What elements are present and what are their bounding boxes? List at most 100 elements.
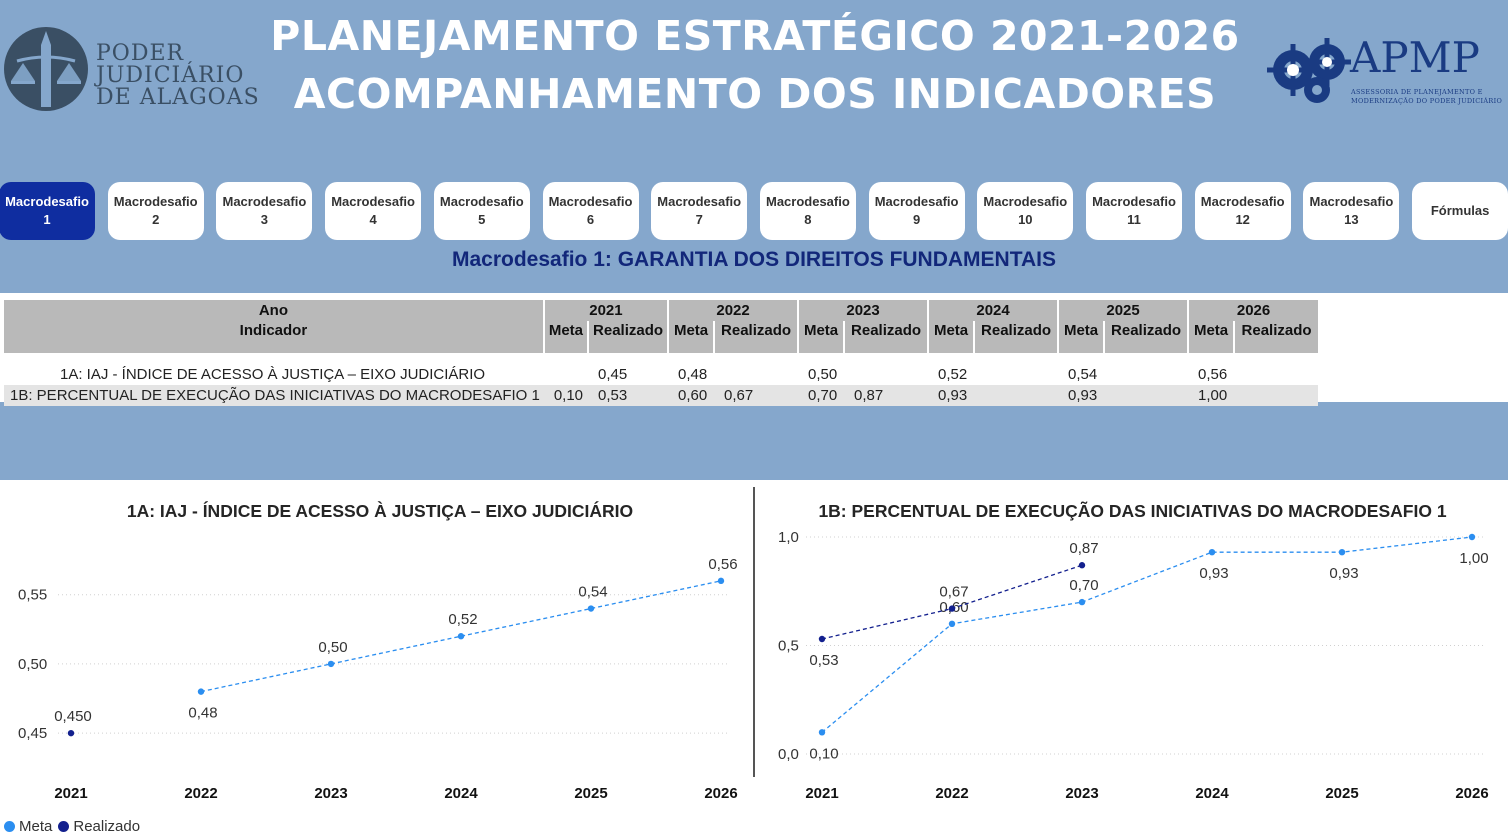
tab-number: 4 — [369, 212, 377, 227]
chart-legend: Meta Realizado — [4, 818, 140, 835]
data-label-meta: 0,52 — [448, 611, 477, 628]
realizado-header: Realizado — [713, 321, 799, 353]
logo-line-alagoas: DE ALAGOAS — [96, 85, 260, 110]
tab-macrodesafio-9[interactable]: Macrodesafio 9 — [868, 182, 965, 240]
tab-macrodesafio-2[interactable]: Macrodesafio 2 — [107, 182, 204, 240]
tab-number: 13 — [1344, 212, 1359, 227]
year-2024-header: 2024 — [927, 300, 1059, 321]
year-2023-header: 2023 — [797, 300, 929, 321]
realizado-cell-2023: 0,87 — [844, 385, 929, 406]
tab-label: Macrodesafio — [657, 194, 742, 209]
realizado-cell-2025 — [1104, 364, 1189, 385]
indicator-name: 1A: IAJ - ÍNDICE DE ACESSO À JUSTIÇA – E… — [4, 364, 544, 385]
tab-number: 6 — [586, 212, 595, 227]
tab-macrodesafio-1[interactable]: Macrodesafio 1 — [0, 182, 95, 240]
tab-label: Macrodesafio — [874, 194, 959, 209]
data-point-meta — [457, 633, 465, 640]
indicator-name: 1B: PERCENTUAL DE EXECUÇÃO DAS INICIATIV… — [4, 385, 544, 406]
realizado-cell-2025 — [1104, 385, 1189, 406]
year-2022-header: 2022 — [667, 300, 799, 321]
chart-divider — [753, 487, 755, 777]
tab-number: 3 — [260, 212, 268, 227]
x-tick-label: 2026 — [1455, 785, 1488, 802]
meta-cell-2021: 0,10 — [543, 385, 589, 406]
page-title-line2: ACOMPANHAMENTO DOS INDICADORES — [293, 70, 1217, 118]
tab-label: Macrodesafio — [1092, 194, 1176, 209]
table-sub-header-row: Indicador Meta Realizado Meta Realizado Meta… — [4, 321, 1319, 353]
y-tick-label: 0,55 — [18, 587, 47, 604]
realizado-header: Realizado — [973, 321, 1059, 353]
data-point-meta — [1338, 548, 1346, 556]
table-spacer — [4, 353, 1318, 364]
meta-cell-2022: 0,60 — [668, 385, 715, 406]
meta-header: Meta — [1187, 321, 1235, 353]
tab-label: Macrodesafio — [765, 194, 850, 209]
tab-label: Macrodesafio — [5, 194, 89, 209]
data-point-realizado — [818, 635, 826, 643]
data-label-meta: 0,54 — [578, 584, 607, 601]
data-label-meta: 0,93 — [1329, 565, 1358, 582]
indicator-header: Indicador — [4, 321, 544, 353]
tab-macrodesafio-8[interactable]: Macrodesafio 8 — [759, 182, 856, 240]
realizado-cell-2024 — [974, 364, 1059, 385]
data-label-realizado: 0,87 — [1069, 540, 1098, 557]
meta-cell-2023: 0,50 — [798, 364, 845, 385]
data-point-meta — [587, 605, 595, 612]
legend-realizado-label: Realizado — [73, 818, 141, 835]
meta-header: Meta — [1057, 321, 1105, 353]
data-label-realizado: 0,67 — [939, 584, 968, 601]
data-point-realizado — [67, 729, 75, 737]
data-point-realizado — [948, 605, 956, 612]
x-tick-label: 2023 — [1065, 785, 1098, 802]
x-tick-label: 2026 — [704, 785, 737, 802]
legend-meta-label: Meta — [19, 818, 53, 835]
realizado-header: Realizado — [587, 321, 669, 353]
chart1-title: 1A: IAJ - ÍNDICE DE ACESSO À JUSTIÇA – E… — [126, 501, 634, 521]
tab-macrodesafio-12[interactable]: Macrodesafio 12 — [1194, 182, 1291, 240]
x-tick-label: 2021 — [805, 785, 838, 802]
logo-line-judiciario: JUDICIÁRIO — [96, 63, 245, 88]
legend-meta-marker — [4, 821, 15, 832]
x-tick-label: 2025 — [574, 785, 607, 802]
page-title-line1: PLANEJAMENTO ESTRATÉGICO 2021-2026 — [270, 12, 1240, 60]
data-point-meta — [1468, 533, 1476, 541]
x-tick-label: 2023 — [314, 785, 347, 802]
y-tick-label: 0,50 — [18, 656, 47, 673]
indicators-table: Ano 2021 2022 2023 2024 2025 2026 Indica… — [4, 300, 1319, 406]
realizado-cell-2021: 0,53 — [588, 385, 669, 406]
tab-label: Macrodesafio — [548, 194, 633, 209]
tab-number: 5 — [478, 212, 486, 227]
year-header: Ano — [4, 300, 544, 321]
data-point-meta — [948, 620, 956, 627]
tab-macrodesafio-14[interactable]: Fórmulas — [1412, 182, 1508, 240]
data-point-meta — [197, 688, 205, 695]
meta-cell-2026: 0,56 — [1188, 364, 1235, 385]
data-label-meta: 1,00 — [1459, 550, 1488, 567]
meta-cell-2021 — [543, 364, 589, 385]
tab-macrodesafio-13[interactable]: Macrodesafio 13 — [1303, 182, 1400, 240]
realizado-cell-2022 — [714, 364, 799, 385]
data-point-meta — [818, 729, 826, 736]
realizado-cell-2023 — [844, 364, 929, 385]
tab-macrodesafio-6[interactable]: Macrodesafio 6 — [542, 182, 639, 240]
realizado-header: Realizado — [1233, 321, 1319, 353]
tab-label: Macrodesafio — [439, 194, 524, 209]
tab-macrodesafio-7[interactable]: Macrodesafio 7 — [651, 182, 748, 240]
poder-judiciario-logo: PODER JUDICIÁRIO DE ALAGOAS — [3, 25, 259, 115]
tab-macrodesafio-11[interactable]: Macrodesafio 11 — [1086, 182, 1182, 240]
tab-macrodesafio-10[interactable]: Macrodesafio 10 — [977, 182, 1074, 240]
meta-cell-2023: 0,70 — [798, 385, 845, 406]
tab-macrodesafio-3[interactable]: Macrodesafio 3 — [216, 182, 313, 240]
table-row: 1B: PERCENTUAL DE EXECUÇÃO DAS INICIATIV… — [4, 385, 1319, 406]
table-year-header-row: Ano 2021 2022 2023 2024 2025 2026 — [4, 300, 1319, 321]
tab-label: Fórmulas — [1430, 203, 1490, 218]
tab-macrodesafio-4[interactable]: Macrodesafio 4 — [325, 182, 422, 240]
meta-cell-2025: 0,54 — [1058, 364, 1105, 385]
apmp-line1: ASSESSORIA DE PLANEJAMENTO E — [1351, 88, 1483, 96]
logo-line-poder: PODER — [96, 41, 185, 66]
realizado-cell-2022: 0,67 — [714, 385, 799, 406]
x-tick-label: 2021 — [54, 785, 87, 802]
apmp-logo: APMP ASSESSORIA DE PLANEJAMENTO E MODERN… — [1265, 32, 1508, 112]
tab-number: 12 — [1235, 212, 1250, 227]
tab-macrodesafio-5[interactable]: Macrodesafio 5 — [433, 182, 530, 240]
